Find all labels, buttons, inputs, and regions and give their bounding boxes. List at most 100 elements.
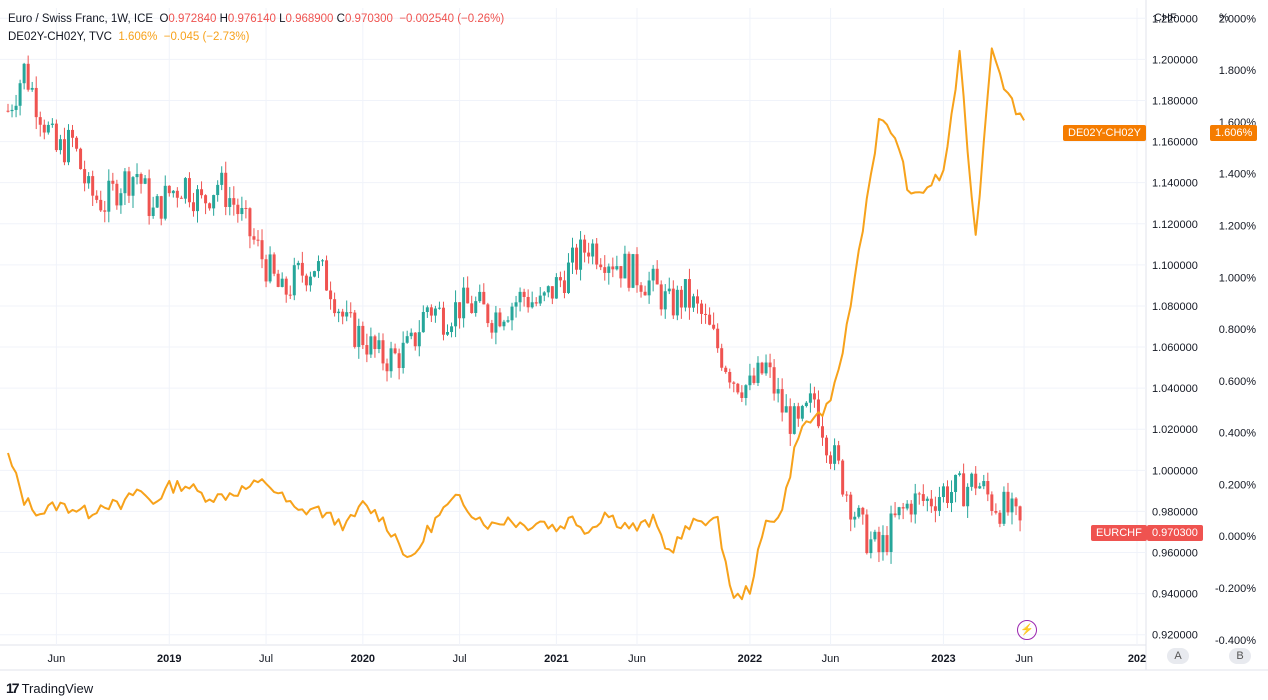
candle-body [71, 129, 75, 138]
candlestick-series [6, 55, 1022, 564]
candle-body [54, 123, 58, 151]
candle-body [841, 460, 845, 495]
log-scale-button[interactable]: B [1229, 648, 1251, 664]
candle-body [280, 278, 284, 287]
grid-lines [0, 0, 1268, 671]
candle-body [768, 362, 772, 368]
candle-body [784, 406, 788, 413]
candle-body [740, 392, 744, 398]
candle-body [300, 262, 304, 276]
candle-body [413, 332, 417, 347]
time-tick-label: 2020 [351, 653, 375, 665]
candle-body [91, 176, 95, 196]
candle-body [329, 290, 333, 300]
percent-tick-label: 0.200% [1219, 479, 1257, 491]
candle-body [50, 123, 54, 125]
candle-body [849, 494, 853, 520]
candle-body [22, 63, 26, 84]
candle-body [941, 486, 945, 498]
flash-icon[interactable]: ⚡ [1017, 620, 1037, 640]
chf-tick-label: 1.080000 [1152, 301, 1198, 313]
candle-body [607, 266, 611, 273]
candle-body [183, 178, 187, 199]
candle-body [224, 172, 228, 207]
candle-body [135, 174, 139, 178]
auto-scale-button[interactable]: A [1167, 648, 1189, 664]
candle-body [587, 252, 591, 257]
candle-body [437, 307, 441, 309]
symbol-title[interactable]: Euro / Swiss Franc, 1W, ICE [8, 13, 154, 25]
candle-body [18, 83, 22, 106]
change-value: −0.002540 (−0.26%) [399, 13, 505, 25]
candle-body [546, 286, 550, 293]
spread-value: 1.606% [118, 31, 158, 43]
chf-tick-label: 1.220000 [1152, 13, 1198, 25]
candle-body [474, 301, 478, 313]
time-tick-label: Jun [822, 653, 840, 665]
candle-body [171, 190, 175, 194]
high-value: 0.976140 [227, 13, 276, 25]
candle-body [143, 178, 147, 184]
candle-body [470, 303, 474, 313]
candle-body [909, 503, 913, 515]
candle-body [75, 137, 79, 149]
candle-body [296, 262, 300, 266]
candle-body [534, 302, 538, 304]
candle-body [123, 171, 127, 194]
candle-body [312, 271, 316, 277]
candle-body [369, 336, 373, 355]
low-label: L [279, 13, 286, 25]
candle-body [945, 486, 949, 504]
time-axis[interactable]: Jun 2019 Jul 2020 Jul 2021 Jun 2022 Jun 2023 Jun 20… [48, 653, 1147, 665]
candle-body [663, 291, 667, 310]
candle-body [683, 279, 687, 308]
candle-body [724, 367, 728, 372]
chf-tick-label: 0.980000 [1152, 506, 1198, 518]
candle-body [514, 302, 518, 307]
candle-body [385, 363, 389, 372]
candle-body [284, 278, 288, 295]
candle-body [925, 498, 929, 501]
candle-body [579, 239, 583, 270]
candle-body [550, 286, 554, 299]
time-tick-label: Jun [1015, 653, 1033, 665]
candle-body [994, 510, 998, 513]
candle-body [756, 362, 760, 383]
candle-body [558, 277, 562, 281]
high-label: H [219, 13, 228, 25]
candle-body [325, 260, 329, 291]
candle-body [107, 180, 111, 212]
candle-body [655, 268, 659, 285]
candle-body [1002, 491, 1006, 524]
main-series-legend[interactable]: Euro / Swiss Franc, 1W, ICE O0.972840 H0… [8, 13, 504, 25]
candle-body [196, 189, 200, 212]
chf-tick-label: 1.020000 [1152, 424, 1198, 436]
candle-body [337, 311, 341, 314]
candle-body [728, 371, 732, 383]
chf-tick-label: 1.060000 [1152, 342, 1198, 354]
candle-body [220, 172, 224, 185]
candle-body [357, 325, 361, 347]
percent-tick-label: -0.200% [1215, 583, 1256, 595]
price-axis-percent[interactable]: -0.400% -0.200% 0.000% 0.200% 0.400% 0.600% 0.… [1215, 13, 1256, 646]
chf-tick-label: 1.180000 [1152, 95, 1198, 107]
tradingview-brand[interactable]: 17 TradingView [6, 680, 93, 696]
price-axis-chf[interactable]: 0.920000 0.940000 0.960000 0.980000 1.000000… [1152, 13, 1198, 641]
candle-body [34, 87, 38, 118]
candle-body [917, 493, 921, 495]
candle-body [62, 139, 66, 163]
candle-body [244, 207, 248, 209]
candle-body [58, 139, 62, 151]
candle-body [292, 265, 296, 296]
candle-body [95, 195, 99, 200]
candle-body [970, 473, 974, 487]
time-tick-label: 2022 [738, 653, 762, 665]
spread-series-legend[interactable]: DE02Y-CH02Y, TVC 1.606% −0.045 (−2.73%) [8, 31, 249, 43]
candle-body [46, 124, 50, 133]
candle-body [38, 117, 42, 125]
spread-symbol-title[interactable]: DE02Y-CH02Y, TVC [8, 31, 112, 43]
candle-body [639, 285, 643, 292]
candle-body [820, 426, 824, 438]
chf-tick-label: 0.940000 [1152, 589, 1198, 601]
